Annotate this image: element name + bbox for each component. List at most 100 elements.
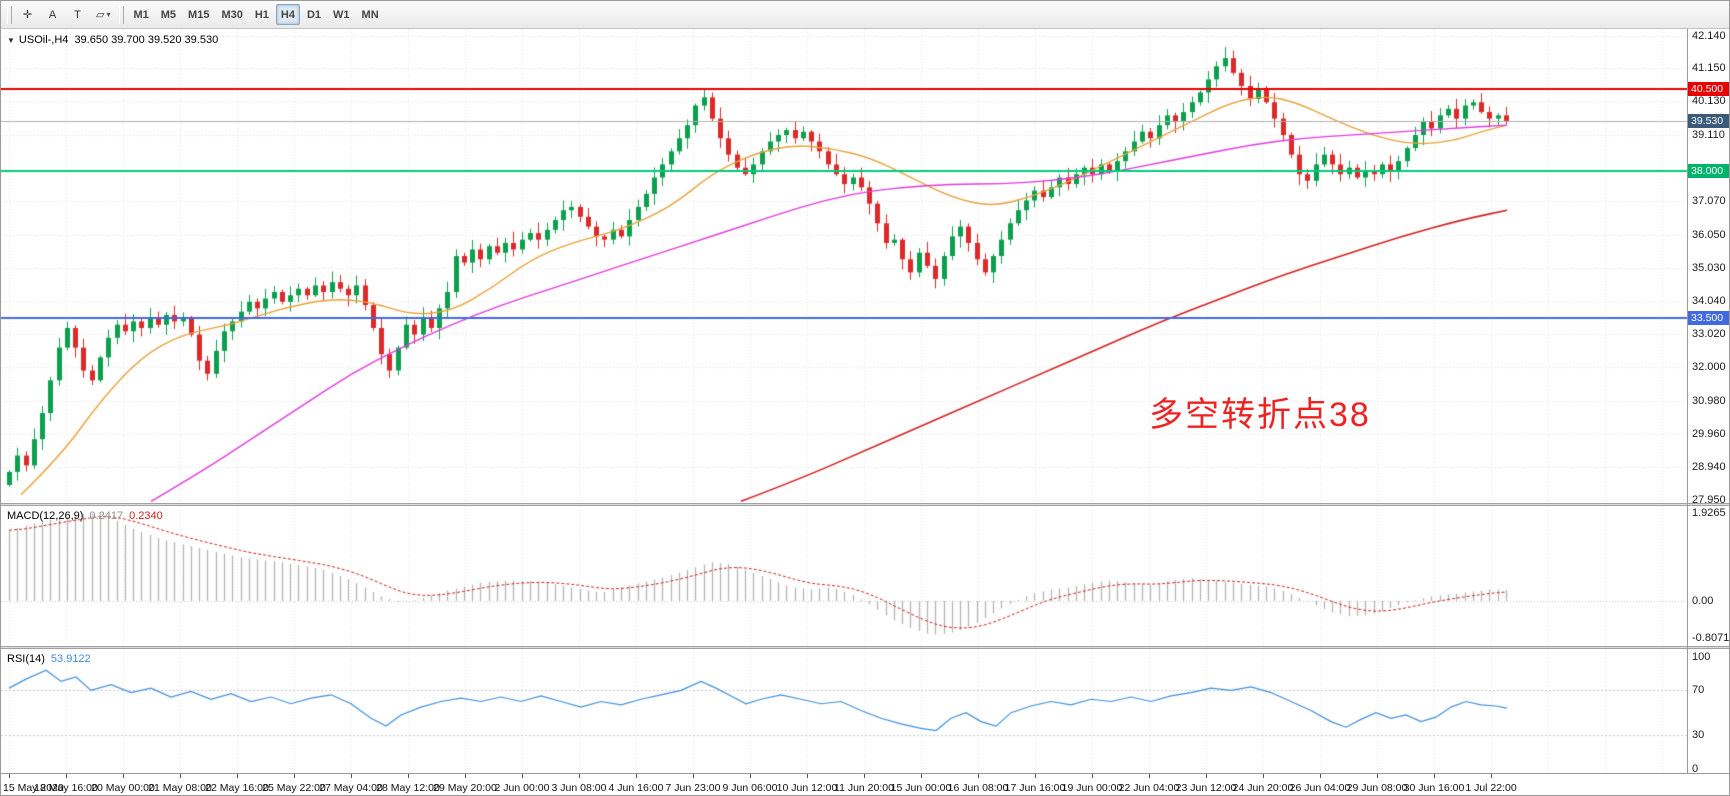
time-axis-label: 23 Jun 12:00 (1175, 782, 1237, 794)
time-axis-label: 1 Jul 22:00 (1465, 782, 1517, 794)
time-axis-label: 28 May 12:00 (376, 782, 440, 794)
macd-canvas[interactable] (1, 506, 1687, 646)
crosshair-tool-button[interactable]: ✛ (22, 9, 33, 21)
timeframe-button-d1[interactable]: D1 (306, 8, 322, 21)
time-tick (1149, 774, 1150, 778)
time-axis-label: 15 Jun 00:00 (890, 782, 952, 794)
price-scale-label: 41.150 (1692, 61, 1726, 74)
toolbar-grip[interactable] (119, 5, 125, 24)
time-tick (294, 774, 295, 778)
price-badge: 38.000 (1688, 163, 1729, 178)
shapes-tool-button[interactable]: ▱ ▾ (96, 9, 111, 21)
macd-panel: MACD(12,26,9) 0.2417 0.2340 1.9265 0.00 -0.8… (1, 506, 1730, 646)
time-tick (1320, 774, 1321, 778)
price-scale-label: 42.140 (1692, 29, 1726, 42)
collapse-arrow-icon[interactable]: ▼ (7, 36, 15, 45)
price-scale-label: 34.040 (1692, 294, 1726, 307)
price-scale-label: 40.130 (1692, 95, 1726, 108)
price-badge: 40.500 (1688, 82, 1729, 97)
rsi-scale[interactable]: 100 70 30 0 (1688, 649, 1729, 775)
time-tick (1035, 774, 1036, 778)
tools-group: ✛ A T ▱ ▾ (15, 4, 116, 25)
time-axis-label: 10 Jun 12:00 (776, 782, 838, 794)
timeframe-button-m1[interactable]: M1 (133, 8, 149, 21)
price-scale-label: 36.050 (1692, 228, 1726, 241)
price-scale-label: 27.950 (1692, 493, 1726, 506)
time-tick (9, 774, 10, 778)
price-scale-label: 37.070 (1692, 195, 1726, 208)
rsi-scale-label: 0 (1692, 762, 1699, 775)
toolbar-grip[interactable] (7, 5, 12, 24)
rsi-label: RSI(14) 53.9122 (7, 653, 97, 665)
time-tick (978, 774, 979, 778)
time-axis-label: 24 Jun 20:00 (1232, 782, 1294, 794)
rsi-params: RSI(14) (7, 653, 45, 665)
timeframe-group: M1 M5 M15 M30 H1 H4 D1 W1 MN (127, 4, 384, 25)
time-tick (351, 774, 352, 778)
text-tool-button[interactable]: T (74, 8, 81, 21)
price-scale-label: 29.960 (1692, 427, 1726, 440)
time-axis-label: 29 Jun 08:00 (1346, 782, 1408, 794)
rsi-panel: RSI(14) 53.9122 100 70 30 0 (1, 649, 1729, 775)
price-badge: 39.530 (1688, 113, 1729, 128)
macd-main-value: 0.2417 (89, 510, 124, 522)
main-chart-canvas[interactable] (1, 29, 1687, 503)
time-tick (693, 774, 694, 778)
time-axis-label: 18 May 16:00 (34, 782, 98, 794)
price-scale-label: 39.110 (1692, 128, 1725, 141)
rsi-scale-label: 30 (1692, 729, 1705, 742)
time-axis-label: 4 Jun 16:00 (608, 782, 664, 794)
ohlc-values: 39.650 39.700 39.520 39.530 (74, 34, 219, 46)
chart-annotation[interactable]: 多空转折点38 (1149, 396, 1371, 434)
timeframe-button-w1[interactable]: W1 (333, 8, 350, 21)
panel-splitter-rsi[interactable] (1, 646, 1729, 649)
time-axis-label: 27 May 04:00 (319, 782, 383, 794)
chart-window: ▼ USOil-,H4 39.650 39.700 39.520 39.530 多空… (1, 29, 1730, 795)
time-tick (750, 774, 751, 778)
rsi-scale-label: 100 (1692, 650, 1711, 663)
time-tick (237, 774, 238, 778)
time-axis-label: 15 May 2020 (3, 782, 64, 794)
time-axis-label: 22 May 16:00 (205, 782, 269, 794)
time-tick (66, 774, 67, 778)
timeframe-button-m30[interactable]: M30 (221, 8, 243, 21)
time-tick (1377, 774, 1378, 778)
chart-header: ▼ USOil-,H4 39.650 39.700 39.520 39.530 (7, 34, 218, 46)
macd-scale-label: -0.8071 (1692, 631, 1730, 644)
timeframe-button-h1[interactable]: H1 (254, 8, 269, 21)
time-tick (522, 774, 523, 778)
macd-scale-label: 0.00 (1692, 594, 1714, 607)
time-tick (579, 774, 580, 778)
rsi-scale-label: 70 (1692, 684, 1705, 697)
price-scale-label: 30.980 (1692, 394, 1726, 407)
time-tick (180, 774, 181, 778)
timeframe-button-m15[interactable]: M15 (188, 8, 210, 21)
time-axis-label: 11 Jun 20:00 (834, 782, 894, 794)
time-tick (807, 774, 808, 778)
time-tick (864, 774, 865, 778)
price-scale-label: 35.030 (1692, 262, 1726, 275)
time-axis-label: 17 Jun 16:00 (1004, 782, 1066, 794)
timeframe-button-m5[interactable]: M5 (160, 8, 177, 21)
timeframe-button-h4[interactable]: H4 (275, 4, 300, 25)
macd-scale[interactable]: 1.9265 0.00 -0.8071 (1688, 506, 1730, 646)
time-axis-label: 19 Jun 00:00 (1061, 782, 1123, 794)
macd-signal-value: 0.2340 (129, 510, 163, 522)
macd-params: MACD(12,26,9) (7, 510, 84, 522)
price-scale[interactable]: 42.140 41.150 40.130 39.110 37.070 36.050 35.0… (1688, 29, 1729, 506)
time-axis-label: 2 Jun 00:00 (494, 782, 550, 794)
rsi-canvas[interactable] (1, 649, 1687, 773)
timeframe-button-mn[interactable]: MN (361, 8, 379, 21)
time-axis-label: 22 Jun 04:00 (1118, 782, 1180, 794)
time-axis[interactable]: 15 May 2020 18 May 16:00 20 May 00:00 21 Ma… (1, 773, 1729, 795)
toolbar: ✛ A T ▱ ▾ M1 M5 M15 M30 H1 H4 D1 W1 MN (1, 1, 1729, 29)
time-axis-label: 3 Jun 08:00 (551, 782, 607, 794)
time-tick (921, 774, 922, 778)
dropdown-caret-icon: ▾ (106, 10, 111, 19)
time-tick (408, 774, 409, 778)
time-tick (123, 774, 124, 778)
time-tick (1434, 774, 1435, 778)
arrow-tool-button[interactable]: A (48, 8, 57, 21)
panel-splitter-macd[interactable] (1, 503, 1729, 506)
